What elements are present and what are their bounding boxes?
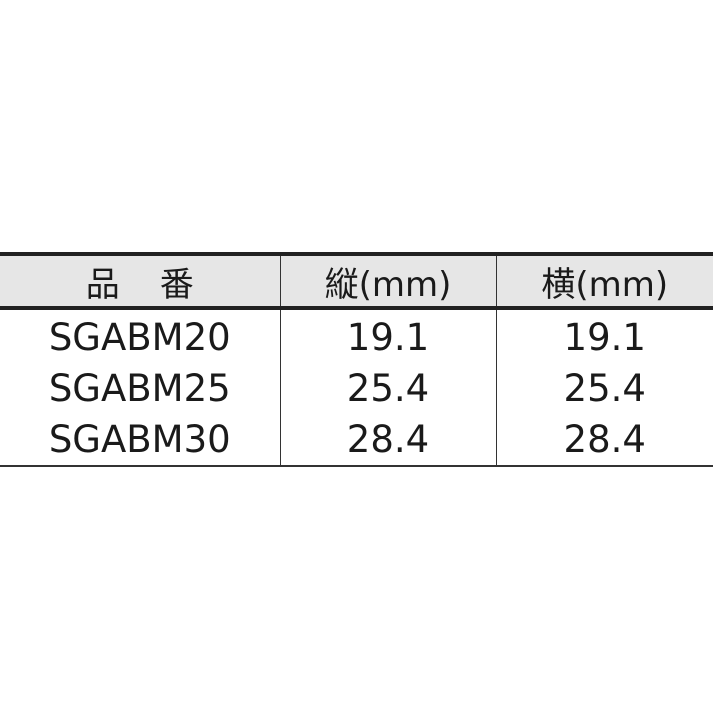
table-row: SGABM30 28.4 28.4 [0,414,713,466]
header-height: 縦(mm) [279,254,496,308]
spec-table: 品番 縦(mm) 横(mm) SGABM20 19.1 19.1 SGABM25… [0,252,713,467]
cell-height: 19.1 [279,308,496,363]
header-part-number: 品番 [85,264,234,305]
cell-part-number: SGABM25 [48,367,231,410]
header-width: 横(mm) [495,254,713,308]
header-row: 品番 縦(mm) 横(mm) [0,254,713,308]
cell-part-number: SGABM20 [48,316,231,359]
table-row: SGABM25 25.4 25.4 [0,363,713,414]
cell-width: 19.1 [495,308,713,363]
cell-part-number: SGABM30 [48,418,231,461]
cell-width: 25.4 [495,363,713,414]
cell-width: 28.4 [495,414,713,466]
cell-height: 25.4 [279,363,496,414]
cell-height: 28.4 [279,414,496,466]
table-row: SGABM20 19.1 19.1 [0,308,713,363]
